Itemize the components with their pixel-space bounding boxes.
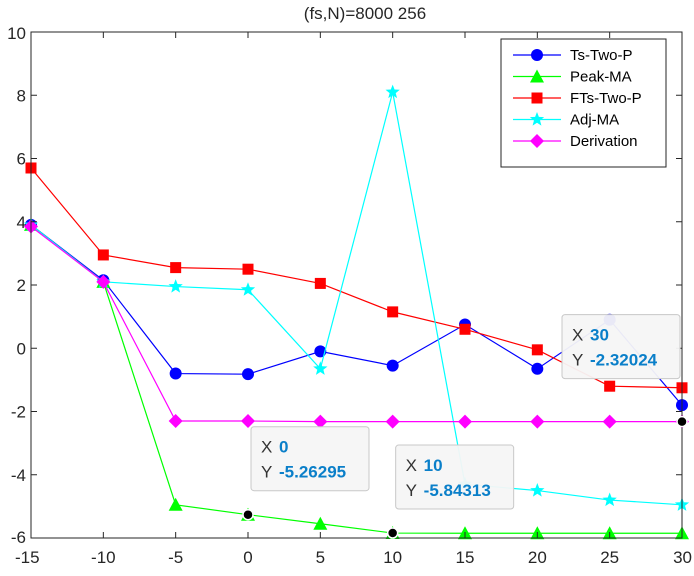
series-derivation	[24, 219, 689, 429]
data-point-triangle	[168, 497, 183, 511]
data-point-star	[529, 112, 545, 126]
data-point-star	[168, 279, 183, 293]
datatip-box	[250, 426, 370, 492]
data-point-square	[314, 277, 326, 289]
legend-label: FTs-Two-P	[570, 90, 642, 107]
data-point-circle	[531, 362, 544, 375]
data-point-diamond	[241, 413, 255, 428]
data-point-star	[313, 361, 328, 375]
data-point-square	[387, 306, 399, 318]
x-tick-label: 0	[243, 548, 252, 567]
datatip-y-label: Y	[572, 351, 583, 370]
datatip-y-value: -2.32024	[590, 351, 658, 370]
y-tick-label: 0	[17, 339, 26, 358]
data-point-circle	[169, 367, 182, 380]
datatip-y-value: -5.84313	[424, 481, 491, 500]
datatip-point	[242, 508, 254, 521]
data-point-square	[459, 323, 471, 335]
data-point-circle	[314, 345, 327, 358]
legend-box	[500, 38, 667, 168]
data-point-diamond	[458, 414, 472, 429]
y-tick-label: 6	[17, 150, 26, 169]
x-tick-label: -5	[168, 548, 183, 567]
x-tick-label: 10	[383, 548, 402, 567]
data-point-star	[602, 492, 617, 507]
data-point-square	[170, 262, 182, 274]
data-point-star	[530, 483, 545, 497]
data-point-star	[385, 84, 400, 99]
legend-entry: Derivation	[513, 133, 638, 150]
data-point-diamond	[96, 274, 111, 289]
series-line	[30, 224, 682, 534]
datatip-x-label: X	[261, 438, 272, 457]
data-point-circle	[531, 49, 543, 61]
legend-label: Peak-MA	[570, 69, 632, 86]
datatip: X 10 Y -5.84313	[386, 444, 515, 539]
data-point-square	[97, 249, 109, 261]
x-tick-label: 25	[600, 548, 619, 567]
data-point-triangle	[530, 69, 544, 83]
y-tick-label: 8	[17, 86, 26, 105]
legend-entry: Ts-Two-P	[513, 47, 633, 64]
chart-title: (fs,N)=8000 256	[304, 4, 426, 23]
data-point-diamond	[530, 414, 545, 429]
data-point-diamond	[530, 134, 544, 148]
x-tick-label: 30	[673, 548, 692, 567]
legend-entry: Adj-MA	[513, 112, 619, 129]
legend-entry: FTs-Two-P	[513, 90, 642, 107]
data-point-star	[240, 282, 256, 296]
data-point-diamond	[313, 414, 328, 429]
legend-label: Adj-MA	[570, 112, 619, 129]
data-point-circle	[242, 368, 254, 381]
datatip-box	[561, 314, 681, 380]
data-point-square	[604, 380, 616, 392]
series-line	[30, 226, 683, 423]
x-tick-label: 5	[316, 548, 325, 567]
y-tick-label: 2	[17, 276, 26, 295]
x-tick-label: 20	[528, 548, 547, 567]
data-point-square	[531, 92, 543, 104]
data-point-triangle	[313, 516, 328, 530]
y-tick-label: -4	[11, 466, 26, 485]
series-line	[30, 91, 683, 506]
datatip-y-label: Y	[261, 463, 272, 482]
data-point-circle	[386, 359, 399, 372]
legend-label: Derivation	[570, 133, 638, 150]
data-point-diamond	[602, 414, 617, 429]
datatip-x-label: X	[406, 456, 417, 475]
datatip-box	[395, 444, 515, 510]
datatip-x-value: 0	[279, 438, 288, 457]
x-tick-label: -15	[15, 548, 40, 567]
datatip: X 0Y -5.26295	[242, 426, 370, 521]
x-tick-label: -10	[91, 548, 116, 567]
datatip-y-value: -5.26295	[279, 463, 346, 482]
datatip-point	[676, 415, 688, 428]
y-tick-label: 10	[7, 24, 26, 43]
datatip-x-value: 30	[590, 326, 609, 345]
x-tick-label: 15	[456, 548, 475, 567]
data-point-diamond	[168, 413, 183, 428]
y-tick-label: 4	[17, 213, 26, 232]
data-point-diamond	[385, 414, 400, 429]
datatip-x-label: X	[572, 326, 583, 345]
datatip-y-label: Y	[406, 481, 417, 500]
datatip: X 30 Y -2.32024	[561, 314, 688, 428]
datatip-point	[386, 527, 399, 539]
y-tick-label: -2	[11, 403, 26, 422]
data-point-square	[242, 263, 254, 275]
data-point-square	[531, 344, 543, 356]
legend-label: Ts-Two-P	[570, 47, 633, 64]
datatip-x-value: 10	[424, 456, 443, 475]
y-tick-label: -6	[11, 528, 26, 547]
legend-entry: Peak-MA	[513, 69, 632, 86]
